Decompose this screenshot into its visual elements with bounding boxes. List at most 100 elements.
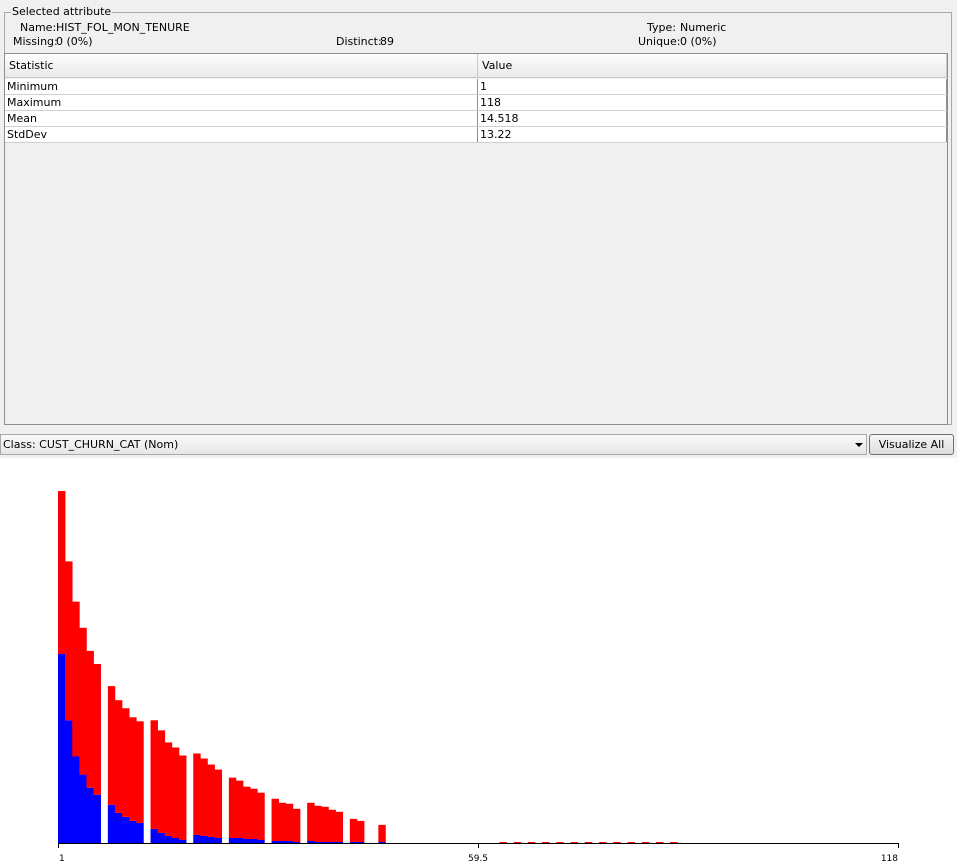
histogram-bar-segment — [107, 686, 116, 805]
type-label: Type: — [647, 21, 676, 34]
histogram-bar-segment — [93, 663, 102, 795]
histogram-bar-segment — [599, 842, 607, 843]
histogram-bar-segment — [356, 820, 365, 842]
cell-value: 118 — [478, 95, 947, 110]
histogram-bar-segment — [285, 803, 294, 841]
x-axis-tick-label: 59.5 — [468, 854, 488, 864]
histogram-bar-segment — [65, 561, 73, 721]
name-label: Name: — [20, 21, 57, 34]
cell-statistic: Mean — [5, 111, 478, 126]
missing-label: Missing: — [13, 35, 58, 48]
histogram-bar-segment — [228, 837, 237, 843]
table-header: Statistic Value — [5, 54, 947, 78]
histogram-bar-segment — [150, 720, 158, 829]
table-row[interactable]: StdDev 13.22 — [5, 127, 947, 143]
histogram-bar-segment — [129, 820, 137, 843]
table-row[interactable]: Maximum 118 — [5, 95, 947, 111]
histogram-bar-segment — [150, 828, 158, 843]
unique-value: 0 (0%) — [680, 35, 717, 48]
distinct-label: Distinct: — [336, 35, 382, 48]
cell-statistic: StdDev — [5, 127, 478, 142]
histogram-bar-segment — [250, 788, 258, 839]
type-value: Numeric — [680, 21, 727, 34]
column-header-statistic[interactable]: Statistic — [5, 54, 478, 77]
histogram-bar-segment — [349, 841, 358, 843]
histogram-bar-segment — [122, 708, 130, 817]
histogram-bar-segment — [136, 721, 144, 823]
histogram-bar-segment — [129, 717, 137, 821]
chevron-down-icon[interactable] — [855, 443, 863, 447]
histogram-bar-segment — [335, 811, 344, 842]
histogram-bar-segment — [200, 758, 208, 836]
histogram-bar-segment — [613, 842, 621, 843]
histogram-bar-segment — [243, 786, 251, 839]
histogram-bar-segment — [321, 841, 329, 843]
histogram-bar-segment — [86, 650, 94, 788]
histogram-bar-segment — [378, 841, 386, 843]
histogram-bar-segment — [292, 808, 301, 842]
class-select-dropdown[interactable]: Class: CUST_CHURN_CAT (Nom) — [0, 434, 867, 455]
histogram-bar-segment — [171, 747, 180, 838]
panel-title: Selected attribute — [11, 5, 113, 18]
histogram-bar-segment — [235, 837, 244, 843]
histogram-bar-segment — [307, 802, 315, 841]
histogram-bar-segment — [250, 838, 258, 843]
histogram-bar-segment — [257, 839, 265, 843]
histogram-bar-segment — [271, 798, 279, 841]
histogram-bar-segment — [157, 730, 166, 833]
histogram-bar-segment — [285, 840, 294, 843]
histogram-bar-segment — [107, 804, 116, 843]
histogram-bar-segment — [72, 601, 80, 757]
histogram-bar-segment — [193, 834, 201, 843]
histogram-bar-segment — [356, 841, 365, 843]
histogram-bar-segment — [179, 755, 187, 840]
histogram-bar-segment — [122, 816, 130, 843]
histogram-bar-segment — [79, 627, 87, 775]
histogram-bar-segment — [278, 802, 287, 841]
histogram-bar-segment — [335, 841, 344, 843]
cell-value: 13.22 — [478, 127, 947, 142]
histogram-bar-segment — [200, 835, 208, 843]
histogram-bar-segment — [307, 840, 315, 843]
cell-value: 14.518 — [478, 111, 947, 126]
histogram-bar-segment — [527, 842, 536, 843]
cell-value: 1 — [478, 79, 947, 94]
column-header-value[interactable]: Value — [478, 54, 947, 77]
histogram-bar-segment — [72, 756, 80, 843]
histogram-bar-segment — [328, 841, 336, 843]
histogram-bar-segment — [65, 720, 73, 843]
histogram-bar-segment — [179, 839, 187, 843]
histogram-bar-segment — [58, 653, 66, 843]
histogram-bar-segment — [349, 818, 358, 842]
histogram-bar-segment — [542, 842, 550, 843]
histogram-bar-segment — [157, 832, 166, 843]
histogram-bar-segment — [243, 838, 251, 843]
histogram-bar-segment — [58, 491, 66, 654]
histogram-bar-segment — [257, 792, 265, 840]
histogram-bar-segment — [584, 842, 593, 843]
histogram-panel: 1 59.5 118 — [0, 458, 957, 864]
histogram-bar-segment — [378, 824, 386, 842]
histogram-bar-segment — [114, 700, 123, 813]
histogram-bar-segment — [655, 842, 664, 843]
name-value: HIST_FOL_MON_TENURE — [56, 21, 190, 34]
histogram-bar-segment — [314, 805, 322, 842]
visualize-all-button[interactable]: Visualize All — [869, 434, 954, 455]
histogram-bar-segment — [292, 841, 301, 843]
table-row[interactable]: Minimum 1 — [5, 79, 947, 95]
unique-label: Unique: — [638, 35, 681, 48]
histogram-chart: 1 59.5 118 — [58, 491, 899, 864]
histogram-bar-segment — [235, 780, 244, 838]
table-row[interactable]: Mean 14.518 — [5, 111, 947, 127]
histogram-bar-segment — [513, 842, 522, 843]
x-axis-tick-label: 1 — [59, 854, 65, 864]
histogram-bar-segment — [93, 794, 102, 843]
histogram-bar-segment — [228, 777, 237, 838]
histogram-bar-segment — [556, 842, 564, 843]
histogram-bar-segment — [314, 841, 322, 843]
histogram-bar-segment — [278, 840, 287, 843]
histogram-bar-segment — [499, 842, 507, 843]
histogram-bar-segment — [321, 806, 329, 842]
histogram-bar-segment — [670, 842, 678, 843]
histogram-bar-segment — [164, 835, 173, 843]
